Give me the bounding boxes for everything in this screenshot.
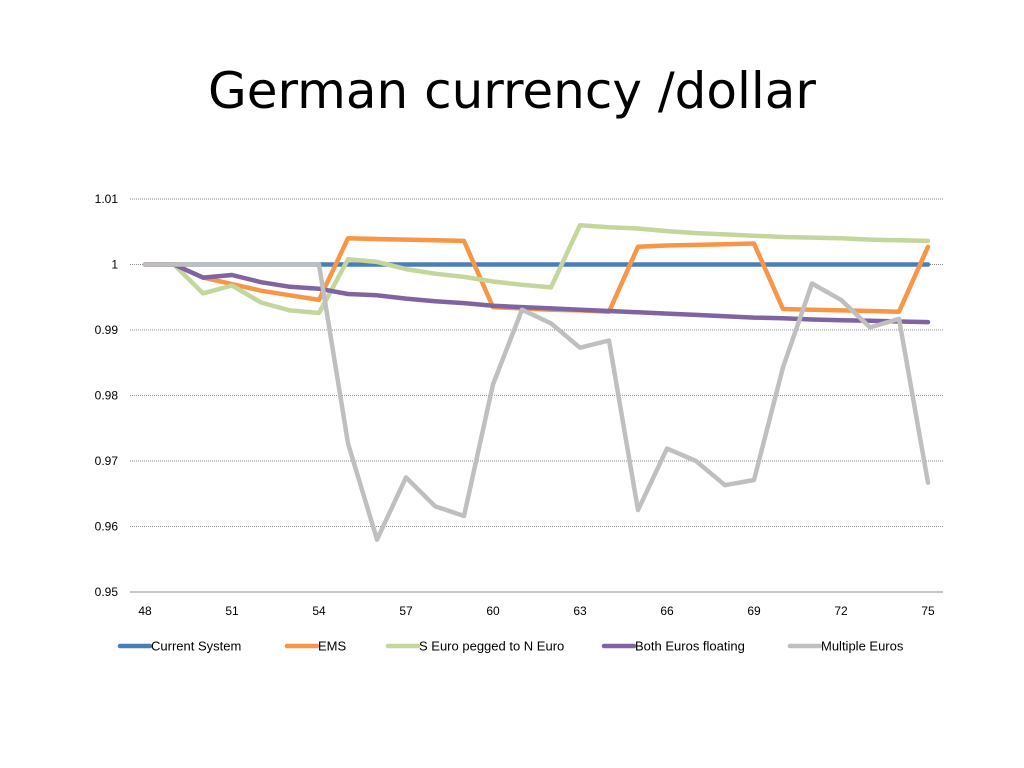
x-tick-label: 69 <box>747 604 761 618</box>
legend-label: Both Euros floating <box>635 639 745 654</box>
slide-title: German currency /dollar <box>207 62 816 120</box>
series-line-s-euro-pegged-to-n-euro <box>142 222 931 316</box>
axes: 0.95 0.96 0.97 0.98 0.99 1 1.01 48 51 54 57 60 63 66 6… <box>95 192 943 618</box>
y-tick-label: 0.99 <box>95 323 119 337</box>
series-lines <box>142 222 931 542</box>
y-tick-label: 0.97 <box>95 454 119 468</box>
x-tick-label: 63 <box>573 604 587 618</box>
y-tick-label: 1.01 <box>95 192 119 206</box>
series-line-multiple-euros <box>142 262 931 542</box>
y-tick-label: 1 <box>111 258 118 272</box>
x-tick-label: 57 <box>399 604 413 618</box>
gridlines <box>130 198 943 527</box>
x-tick-label: 48 <box>138 604 152 618</box>
legend-label: EMS <box>318 639 347 654</box>
x-tick-label: 75 <box>921 604 935 618</box>
legend-label: Current System <box>151 639 241 654</box>
x-tick-label: 54 <box>312 604 326 618</box>
legend: Current System EMS S Euro pegged to N Euro… <box>117 639 904 654</box>
y-tick-label: 0.96 <box>95 520 119 534</box>
y-tick-label: 0.95 <box>95 585 119 599</box>
x-tick-label: 51 <box>225 604 239 618</box>
legend-label: Multiple Euros <box>821 639 904 654</box>
x-tick-label: 66 <box>660 604 674 618</box>
y-tick-label: 0.98 <box>95 389 119 403</box>
legend-label: S Euro pegged to N Euro <box>419 639 564 654</box>
x-tick-label: 72 <box>834 604 848 618</box>
x-tick-label: 60 <box>486 604 500 618</box>
